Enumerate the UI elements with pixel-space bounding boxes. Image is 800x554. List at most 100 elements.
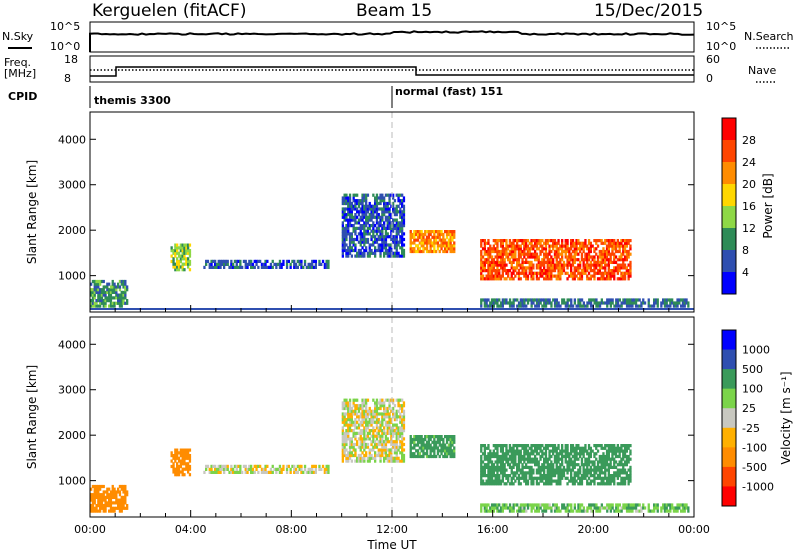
range-gate-cell (566, 468, 569, 472)
range-gate-cell (348, 243, 352, 247)
range-gate-cell (593, 298, 596, 302)
range-gate-cell (492, 249, 495, 254)
range-gate-cell (237, 265, 240, 269)
range-gate-cell (638, 298, 641, 302)
range-gate-cell (625, 244, 628, 248)
range-gate-cell (375, 210, 379, 214)
range-gate-cell (343, 423, 346, 427)
range-gate-cell (273, 262, 276, 266)
range-gate-cell (93, 509, 96, 513)
range-gate-cell (535, 301, 539, 305)
range-gate-cell (559, 479, 562, 483)
range-gate-cell (519, 457, 522, 461)
range-gate-cell (508, 482, 512, 486)
range-gate-cell (584, 271, 587, 275)
range-gate-cell (548, 263, 551, 267)
range-gate-cell (568, 503, 571, 507)
range-gate-cell (580, 258, 584, 262)
range-gate-cell (91, 501, 95, 505)
range-gate-cell (480, 249, 483, 254)
range-gate-cell (445, 230, 449, 234)
range-gate-cell (106, 493, 109, 497)
range-gate-cell (501, 244, 504, 248)
range-gate-cell (546, 271, 549, 275)
range-gate-cell (409, 454, 412, 459)
range-gate-cell (208, 265, 211, 269)
range-gate-cell (559, 277, 562, 281)
range-gate-cell (445, 232, 449, 237)
range-gate-cell (399, 226, 402, 230)
range-gate-cell (609, 260, 612, 264)
range-gate-cell (374, 451, 377, 455)
range-gate-cell (557, 482, 560, 486)
range-gate-cell (481, 255, 485, 259)
range-gate-cell (501, 241, 504, 245)
range-gate-cell (388, 448, 391, 452)
range-gate-cell (172, 454, 175, 458)
range-gate-cell (613, 239, 616, 243)
range-gate-cell (512, 452, 515, 456)
range-gate-cell (361, 251, 364, 255)
range-gate-cell (667, 503, 670, 507)
range-gate-cell (501, 476, 504, 480)
range-gate-cell (183, 251, 186, 255)
range-gate-cell (489, 266, 492, 270)
range-gate-cell (647, 503, 650, 507)
range-gate-cell (361, 442, 364, 447)
range-gate-cell (512, 460, 515, 464)
range-gate-cell (366, 426, 370, 430)
range-gate-cell (631, 509, 634, 513)
range-gate-cell (550, 249, 553, 254)
range-gate-cell (487, 266, 490, 270)
range-gate-cell (393, 440, 397, 444)
range-gate-cell (357, 426, 361, 430)
range-gate-cell (374, 201, 377, 206)
range-gate-cell (577, 277, 580, 281)
range-gate-cell (356, 440, 359, 444)
range-gate-cell (557, 271, 560, 275)
range-gate-cell (480, 446, 483, 450)
range-gate-cell (363, 398, 366, 402)
range-gate-cell (268, 470, 271, 474)
range-gate-cell (570, 509, 573, 513)
range-gate-cell (494, 269, 497, 273)
range-gate-cell (217, 265, 220, 269)
range-gate-cell (600, 506, 603, 510)
range-gate-cell (539, 468, 542, 472)
range-gate-cell (122, 506, 125, 510)
range-gate-cell (544, 452, 548, 456)
range-gate-cell (388, 199, 391, 203)
range-gate-cell (614, 465, 618, 469)
range-gate-cell (582, 446, 585, 450)
range-gate-cell (108, 504, 111, 508)
range-gate-cell (530, 509, 533, 513)
range-gate-cell (553, 471, 557, 475)
range-gate-cell (499, 241, 503, 245)
range-gate-cell (586, 247, 589, 251)
range-gate-cell (514, 449, 517, 453)
range-gate-cell (363, 401, 366, 405)
range-gate-cell (600, 463, 603, 467)
range-gate-cell (350, 420, 353, 424)
range-gate-cell (618, 241, 621, 245)
range-gate-cell (512, 304, 515, 308)
range-gate-cell (557, 247, 560, 251)
range-gate-cell (392, 445, 395, 449)
range-gate-cell (550, 255, 553, 259)
range-gate-cell (573, 446, 576, 450)
range-gate-cell (287, 259, 290, 263)
range-gate-cell (401, 235, 404, 239)
range-gate-cell (589, 260, 592, 264)
range-gate-cell (683, 506, 686, 510)
range-gate-cell (264, 259, 267, 263)
range-gate-cell (356, 431, 359, 435)
range-gate-cell (341, 237, 344, 242)
range-gate-cell (415, 454, 418, 459)
beam-title: Beam 15 (356, 1, 432, 21)
range-gate-cell (566, 239, 569, 243)
range-gate-cell (372, 431, 375, 435)
range-gate-cell (505, 263, 508, 267)
range-gate-cell (350, 429, 353, 433)
range-gate-cell (117, 296, 120, 300)
range-gate-cell (348, 401, 352, 405)
